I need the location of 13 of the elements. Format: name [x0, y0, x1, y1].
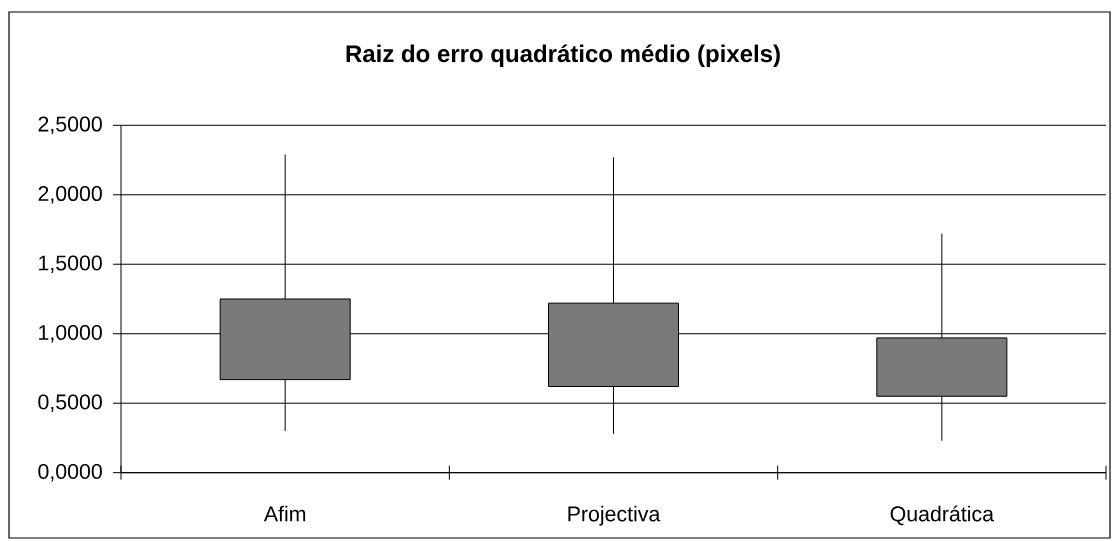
y-tick-label: 0,5000: [38, 394, 102, 413]
candlestick: [547, 156, 680, 435]
chart-title: Raiz do erro quadrático médio (pixels): [346, 44, 780, 67]
candlestick: [219, 153, 351, 432]
y-tick-label: 2,0000: [38, 185, 102, 204]
y-tick-label: 2,5000: [38, 116, 102, 135]
x-tick-label: Afim: [263, 505, 306, 522]
y-tick-label: 1,5000: [39, 255, 102, 274]
y-tick-label: 1,0000: [39, 324, 102, 343]
candlestick: [876, 233, 1008, 442]
y-tick-label: 0,0000: [38, 463, 102, 482]
x-tick-label: Projectiva: [568, 505, 661, 526]
x-tick-label: Quadrática: [890, 505, 994, 526]
